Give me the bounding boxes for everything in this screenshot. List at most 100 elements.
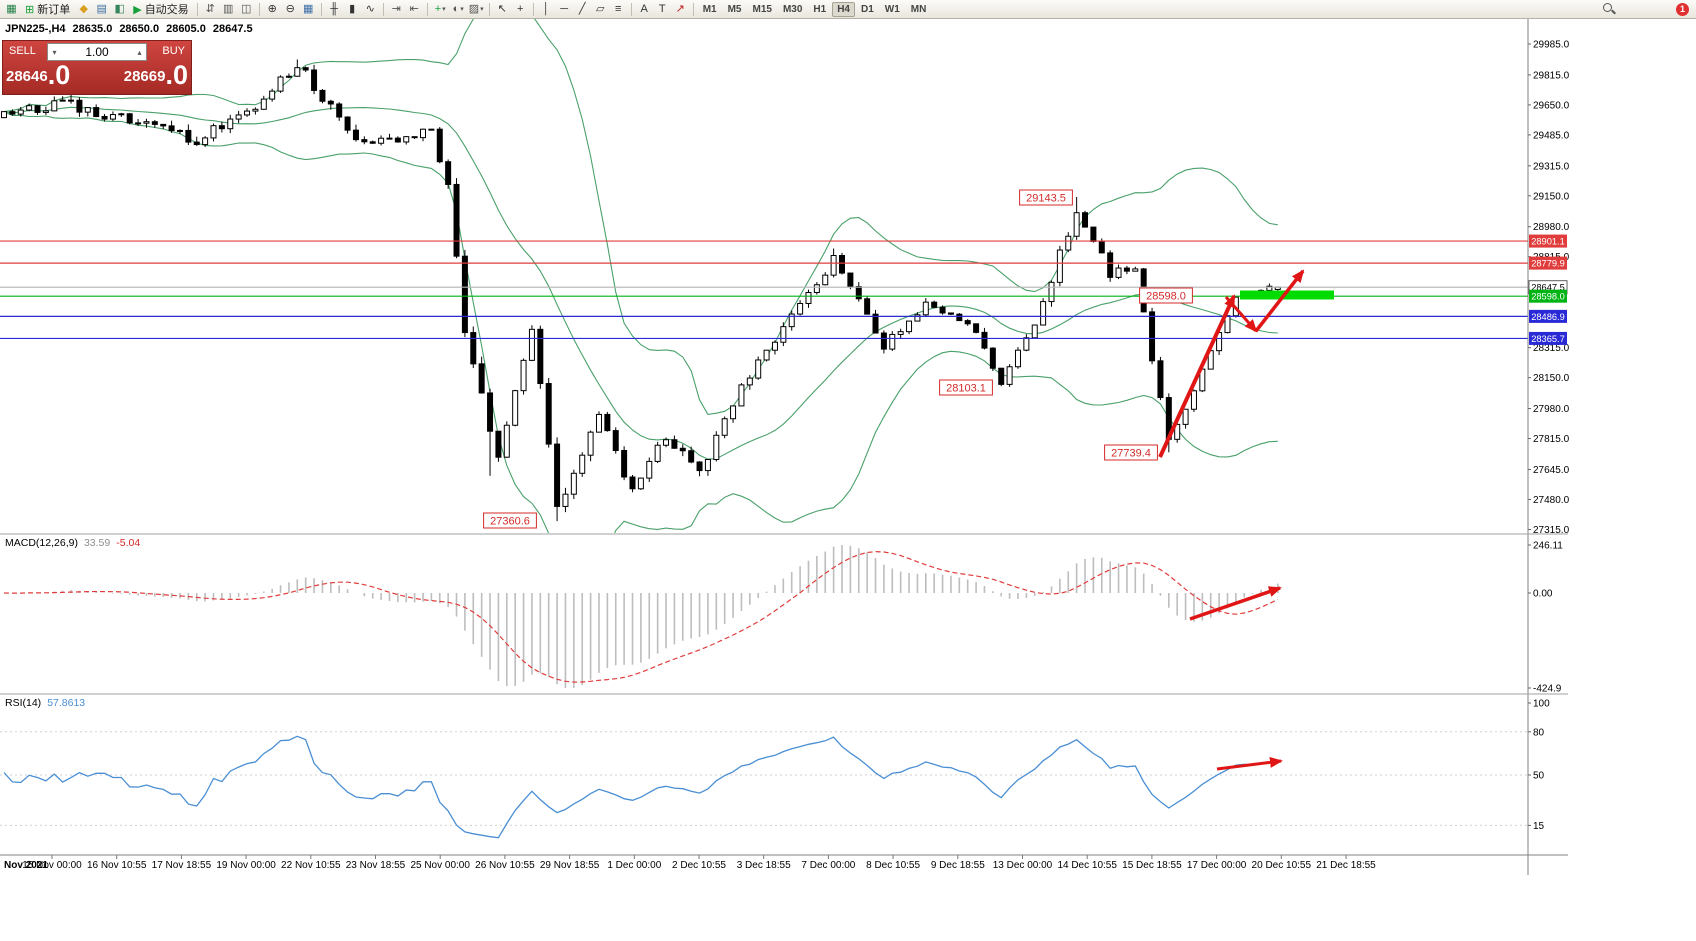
bar-chart-icon[interactable]: ╫ [330,2,339,15]
price-tick-label: 27815.0 [1533,434,1570,445]
crosshair-icon[interactable]: + [516,2,524,15]
time-axis-label: 25 Nov 00:00 [410,860,470,871]
horizontal-line-icon[interactable]: ─ [560,2,569,15]
trendline-icon[interactable]: ╱ [578,2,586,15]
macd-axis-label: -424.9 [1533,684,1562,695]
tf-h1[interactable]: H1 [813,3,827,15]
data-window-icon[interactable]: ▥ [222,2,234,15]
price-annotation-box [1139,287,1193,304]
rsi-axis-label: 15 [1533,821,1545,832]
price-tick-label: 29650.0 [1533,100,1570,111]
search-icon[interactable] [1600,1,1616,17]
time-axis-label: 17 Nov 18:55 [152,860,212,871]
volume-decrease-button[interactable] [48,48,61,57]
rsi-axis-label: 50 [1533,771,1545,782]
ohlc-high: 28650.0 [119,23,160,35]
autotrading-button[interactable]: ▶ 自动交易 [129,1,192,17]
price-tick-label: 29815.0 [1533,70,1570,81]
time-axis-label: 7 Dec 00:00 [801,860,855,871]
tf-d1[interactable]: D1 [861,3,874,15]
periods-menu[interactable]: ◐ [450,1,467,17]
rsi-axis-label: 100 [1533,699,1550,710]
price-marker-label: 28486.9 [1531,312,1565,322]
main-price-panel [0,18,1528,533]
price-marker-label: 28647.5 [1531,283,1565,293]
tf-m30[interactable]: M30 [782,3,803,15]
new-order-button-label: 新订单 [37,4,71,16]
time-axis-label: 15 Dec 18:55 [1122,860,1182,871]
toolbar-separator [532,2,534,16]
candles-layer [1,59,1281,522]
zoom-out-icon[interactable]: ⊖ [285,2,295,15]
candlestick-chart-icon[interactable]: ▮ [349,2,356,15]
toolbar-separator [320,2,322,16]
tf-mn[interactable]: MN [910,3,927,15]
tf-m1[interactable]: M1 [702,3,717,15]
price-annotation-box [939,379,993,396]
time-axis-label: 23 Nov 18:55 [346,860,406,871]
mql-community-icon[interactable]: ◆ [79,2,88,15]
sell-button[interactable]: SELL [9,45,36,57]
fibonacci-icon[interactable]: ≡ [614,2,622,15]
chart-shift-icon[interactable]: ⇤ [409,2,419,15]
tf-w1[interactable]: W1 [884,3,900,15]
time-axis-label: 17 Dec 00:00 [1187,860,1247,871]
navigator-icon[interactable]: ◧ [114,2,125,15]
price-tick-label: 28150.0 [1533,373,1570,384]
auto-scroll-icon[interactable]: ⇥ [391,2,401,15]
templates-menu[interactable]: ▨ [468,1,485,17]
label-tool-icon[interactable]: T [658,2,666,15]
depth-of-market-icon[interactable]: ⇵ [205,2,215,15]
buy-price[interactable]: 28669.0 [123,60,188,90]
strategy-tester-icon[interactable]: ◫ [240,2,252,15]
macd-indicator-label: MACD(12,26,9) 33.59 -5.04 [5,537,141,549]
symbol-info: JPN225-,H4 28635.0 28650.0 28605.0 28647.5 [5,23,260,35]
price-annotation-box [1104,444,1158,461]
channel-icon[interactable]: ▱ [595,2,605,15]
indicators-menu[interactable]: + [432,1,449,17]
time-axis-label: 13 Dec 00:00 [993,860,1053,871]
tf-m5[interactable]: M5 [727,3,742,15]
time-axis-label: 16 Nov 10:55 [87,860,147,871]
rsi-axis-label: 80 [1533,727,1545,738]
rsi-panel [0,731,1528,839]
text-tool-icon[interactable]: A [640,2,648,15]
line-chart-icon[interactable]: ∿ [365,2,375,15]
volume-input[interactable]: 1.00 [85,45,109,59]
tile-windows-icon[interactable]: ▦ [302,2,314,15]
toolbar-separator [258,2,260,16]
one-click-trading-panel: SELL 1.00 BUY 28646.0 28669.0 [2,40,192,95]
new-chart-icon[interactable]: ▦ [6,2,17,15]
arrows-tool-icon[interactable]: ↗ [675,2,685,15]
macd-signal-line [3,550,1279,683]
new-order-button[interactable]: ⊞ 新订单 [21,1,74,17]
vertical-line-icon[interactable]: │ [542,2,550,15]
toolbar: ▦⊞新订单◆▤◧▶自动交易⇵▥◫⊕⊖▦╫▮∿⇥⇤+◐▨↖+│─╱▱≡AT↗M1M… [0,0,1696,19]
price-tick-label: 27645.0 [1533,465,1570,476]
time-axis-label: 2 Dec 10:55 [672,860,726,871]
macd-axis-label: 246.11 [1533,541,1563,552]
toolbar-separator [692,2,694,16]
price-marker-label: 28598.0 [1531,292,1565,302]
price-tick-label: 29315.0 [1533,161,1570,172]
zoom-in-icon[interactable]: ⊕ [267,2,277,15]
tf-m15[interactable]: M15 [752,3,772,15]
toolbar-separator [426,2,428,16]
buy-button[interactable]: BUY [162,45,185,57]
sell-price[interactable]: 28646.0 [6,60,71,90]
time-axis-label: 21 Dec 18:55 [1316,860,1376,871]
notification-badge[interactable]: 1 [1676,2,1689,16]
autotrading-button-label: 自动交易 [144,4,189,16]
autotrading-button-icon: ▶ [133,3,142,16]
volume-increase-button[interactable] [133,48,146,57]
time-axis-label: 1 Dec 00:00 [607,860,661,871]
trend-arrow [1254,269,1305,333]
cursor-icon[interactable]: ↖ [497,2,507,15]
market-watch-icon[interactable]: ▤ [96,2,107,15]
bollinger-lower [3,111,1278,533]
time-axis-label: 20 Dec 10:55 [1252,860,1312,871]
time-axis-label: 14 Dec 10:55 [1057,860,1117,871]
tf-h4[interactable]: H4 [832,1,855,17]
bollinger-upper [3,18,1278,415]
